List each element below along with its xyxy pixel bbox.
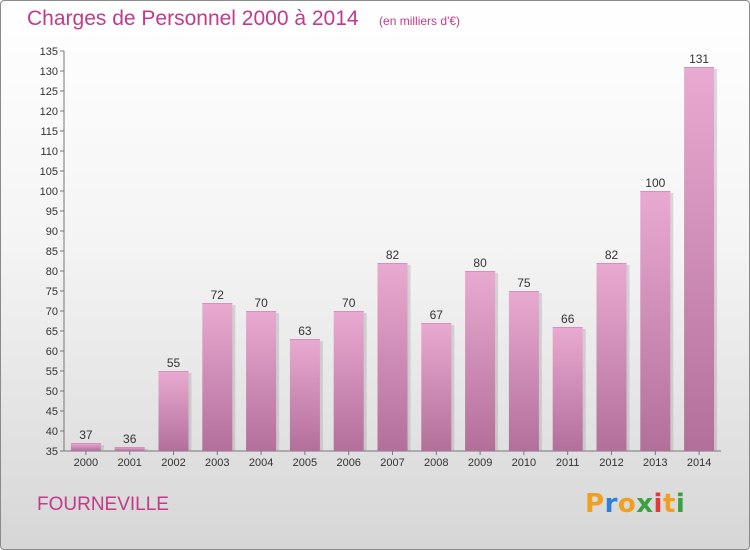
- y-tick-label: 90: [46, 226, 58, 238]
- x-tick-label: 2006: [336, 457, 360, 469]
- bar: [465, 271, 496, 451]
- title-row: Charges de Personnel 2000 à 2014 (en mil…: [27, 7, 460, 31]
- bar-value-label: 70: [254, 296, 268, 310]
- bar: [114, 447, 145, 451]
- x-tick-label: 2009: [468, 457, 492, 469]
- x-tick-label: 2014: [687, 457, 711, 469]
- x-tick-label: 2013: [643, 457, 667, 469]
- bar-value-label: 75: [517, 276, 531, 290]
- brand-letter: t: [662, 489, 676, 519]
- x-axis: 2000 2001 2002 2003 2004 2005 2006 2007 2008 2009…: [64, 450, 721, 469]
- y-tick-label: 35: [46, 446, 58, 458]
- bar: [289, 339, 320, 451]
- bar-value-label: 67: [430, 308, 444, 322]
- brand-letter: P: [585, 489, 605, 519]
- bar: [596, 263, 627, 451]
- brand-letter: x: [636, 489, 654, 519]
- brand-letter: i: [675, 489, 686, 519]
- bar-value-label: 72: [211, 288, 225, 302]
- chart-subtitle: (en milliers d'€): [379, 14, 461, 28]
- brand-letter: r: [604, 489, 618, 519]
- y-axis: 35 40 45 50 55 60 65 70 75 80 85 90 95 100 105 110 115 12…: [40, 46, 65, 458]
- bar: [202, 303, 233, 451]
- bar: [70, 443, 101, 451]
- x-tick-label: 2000: [74, 457, 98, 469]
- y-tick-label: 40: [46, 426, 58, 438]
- y-tick-label: 50: [46, 386, 58, 398]
- bar-value-label: 82: [605, 248, 619, 262]
- y-tick-label: 105: [40, 166, 58, 178]
- x-tick-label: 2010: [512, 457, 536, 469]
- x-tick-label: 2002: [161, 457, 185, 469]
- y-tick-label: 110: [40, 146, 58, 158]
- brand-letter: i: [653, 489, 663, 519]
- bar-value-label: 37: [79, 428, 93, 442]
- y-tick-label: 45: [46, 406, 58, 418]
- x-tick-label: 2011: [556, 457, 580, 469]
- x-tick-label: 2005: [293, 457, 317, 469]
- y-tick-label: 135: [40, 46, 58, 58]
- bar: [158, 371, 189, 451]
- bar-value-label: 70: [342, 296, 356, 310]
- bar-value-label: 55: [167, 356, 181, 370]
- bar-value-label: 100: [645, 176, 665, 190]
- bar-value-label: 80: [473, 256, 487, 270]
- bar-value-label: 82: [386, 248, 400, 262]
- brand-letter: o: [617, 489, 637, 519]
- bar: [246, 311, 277, 451]
- y-tick-label: 70: [46, 306, 58, 318]
- bar: [333, 311, 364, 451]
- commune-name: FOURNEVILLE: [37, 494, 169, 515]
- y-tick-label: 120: [40, 106, 58, 118]
- bar: [421, 323, 452, 451]
- y-tick-label: 125: [40, 86, 58, 98]
- x-tick-label: 2001: [117, 457, 141, 469]
- bar: [552, 327, 583, 451]
- bar: [640, 191, 671, 451]
- y-tick-label: 80: [46, 266, 58, 278]
- value-labels: 37 36 55 72 70 63 70 82 67 80 75 66 82 100 131: [79, 52, 709, 446]
- x-tick-label: 2004: [249, 457, 273, 469]
- bar: [684, 67, 715, 451]
- y-tick-label: 115: [40, 126, 58, 138]
- bar: [377, 263, 408, 451]
- brand-logo: Proxiti: [585, 489, 685, 519]
- bar-value-label: 63: [298, 324, 312, 338]
- y-tick-label: 130: [40, 66, 58, 78]
- bar-value-label: 66: [561, 312, 575, 326]
- x-tick-label: 2012: [599, 457, 623, 469]
- y-tick-label: 75: [46, 286, 58, 298]
- bar-value-label: 131: [689, 52, 709, 66]
- x-tick-label: 2007: [380, 457, 404, 469]
- y-tick-label: 55: [46, 366, 58, 378]
- y-tick-label: 85: [46, 246, 58, 258]
- chart-title: Charges de Personnel 2000 à 2014: [27, 7, 359, 30]
- bar-value-label: 36: [123, 432, 137, 446]
- y-tick-label: 60: [46, 346, 58, 358]
- x-tick-label: 2003: [205, 457, 229, 469]
- y-tick-label: 95: [46, 206, 58, 218]
- bar: [508, 291, 539, 451]
- bars: [70, 67, 718, 451]
- x-tick-label: 2008: [424, 457, 448, 469]
- y-tick-label: 65: [46, 326, 58, 338]
- y-tick-label: 100: [40, 186, 58, 198]
